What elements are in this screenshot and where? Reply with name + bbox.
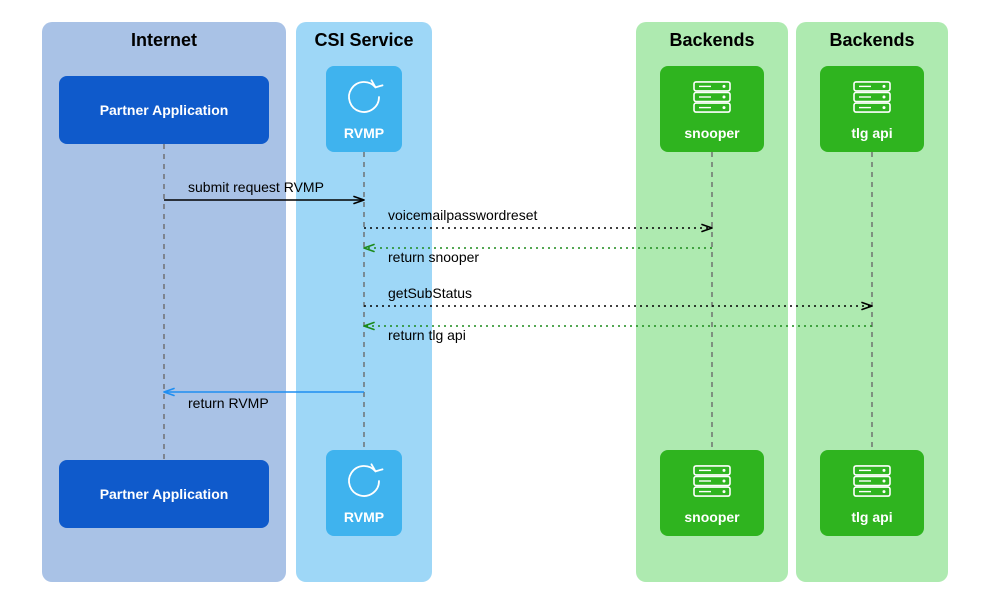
actor-label-backend2: tlg api (851, 509, 892, 525)
lane-title-csi: CSI Service (314, 30, 413, 50)
message-label-m2: voicemailpasswordreset (388, 207, 538, 223)
lane-title-backend1: Backends (669, 30, 754, 50)
lane-title-backend2: Backends (829, 30, 914, 50)
message-label-m1: submit request RVMP (188, 179, 324, 195)
actor-csi-top: RVMP (326, 66, 402, 152)
actor-label-backend2: tlg api (851, 125, 892, 141)
message-label-m6: return RVMP (188, 395, 269, 411)
actor-backend2-top: tlg api (820, 66, 924, 152)
actor-label-backend1: snooper (684, 509, 740, 525)
message-label-m5: return tlg api (388, 327, 466, 343)
actor-label-csi: RVMP (344, 125, 384, 141)
actor-backend1-top: snooper (660, 66, 764, 152)
actor-internet-top: Partner Application (59, 76, 269, 144)
actor-label-internet: Partner Application (100, 486, 229, 502)
actor-backend1-bottom: snooper (660, 450, 764, 536)
actor-csi-bottom: RVMP (326, 450, 402, 536)
message-m4: getSubStatus (364, 285, 872, 310)
lane-title-internet: Internet (131, 30, 197, 50)
sequence-diagram: Internet CSI Service Backends Backends Partn… (0, 0, 985, 603)
actor-label-internet: Partner Application (100, 102, 229, 118)
actor-backend2-bottom: tlg api (820, 450, 924, 536)
actor-label-csi: RVMP (344, 509, 384, 525)
actor-label-backend1: snooper (684, 125, 740, 141)
message-label-m3: return snooper (388, 249, 479, 265)
message-m5: return tlg api (364, 323, 872, 344)
diagram-canvas: Internet CSI Service Backends Backends Partn… (0, 0, 985, 603)
actor-internet-bottom: Partner Application (59, 460, 269, 528)
message-label-m4: getSubStatus (388, 285, 472, 301)
